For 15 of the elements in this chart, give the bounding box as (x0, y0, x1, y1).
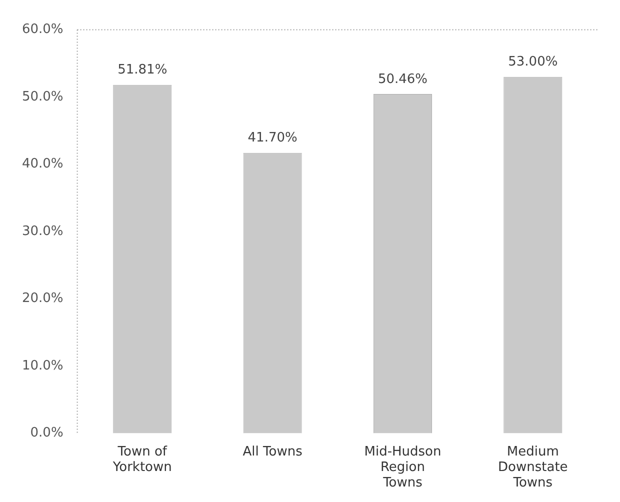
data-label: 50.46% (378, 72, 428, 87)
y-tick-label: 0.0% (30, 426, 64, 441)
y-tick-label: 60.0% (22, 22, 64, 38)
x-tick-label: All Towns (242, 444, 303, 460)
data-label: 53.00% (508, 54, 558, 70)
x-tick-label: Mid-Hudson Region Towns (364, 444, 442, 491)
x-tick-label: Town of Yorktown (112, 444, 172, 475)
y-tick-label: 20.0% (22, 291, 64, 306)
data-label: 41.70% (248, 130, 298, 146)
y-tick-label: 50.0% (22, 89, 64, 104)
data-label: 51.81% (118, 62, 168, 78)
y-tick-label: 40.0% (22, 156, 64, 172)
y-tick-label: 30.0% (22, 224, 64, 239)
x-tick-label: Medium Downstate Towns (498, 444, 568, 491)
y-tick-label: 10.0% (22, 358, 64, 374)
